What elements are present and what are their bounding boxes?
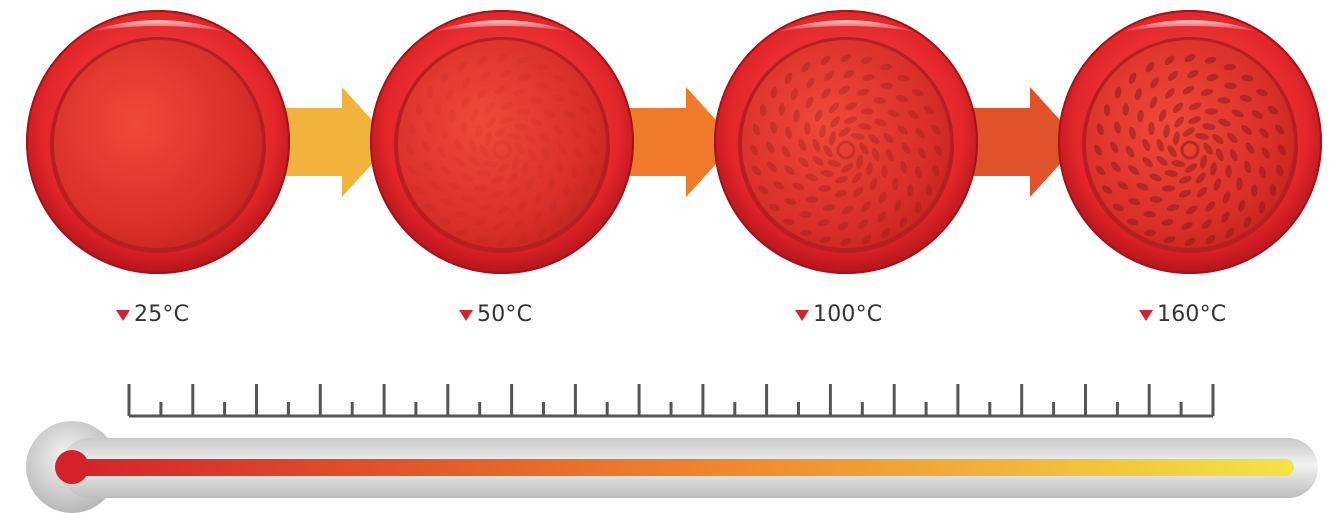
heat-indicator-pattern	[405, 53, 599, 247]
pan-surface	[398, 40, 606, 248]
temp-marker-icon	[116, 309, 130, 321]
temp-label-100: 100°C	[795, 296, 882, 332]
temp-marker-icon	[1139, 309, 1153, 321]
pan-surface	[54, 40, 262, 248]
arrow-icon	[966, 87, 1080, 197]
thermometer-bulb	[55, 450, 89, 484]
temp-label-160: 160°C	[1139, 296, 1226, 332]
temperature-value: 100°C	[813, 301, 883, 327]
arrow-icon	[278, 87, 392, 197]
pan-shine	[88, 20, 228, 32]
pan-outline	[26, 10, 290, 274]
pan-surface	[742, 40, 950, 248]
pan-shine	[1120, 20, 1260, 32]
temp-marker-icon	[459, 309, 473, 321]
temp-marker-icon	[795, 309, 809, 321]
temperature-ruler	[127, 384, 1215, 418]
pan	[1058, 10, 1322, 274]
pan	[26, 10, 290, 274]
pan	[714, 10, 978, 274]
heat-indicator-pattern	[749, 53, 943, 247]
pan	[370, 10, 634, 274]
temperature-value: 25°C	[134, 301, 190, 327]
thermometer	[26, 421, 1318, 513]
temperature-value: 160°C	[1157, 301, 1227, 327]
temp-label-25: 25°C	[116, 296, 189, 332]
pan-surface	[1086, 40, 1294, 248]
temp-label-50: 50°C	[459, 296, 532, 332]
pan-outline	[1058, 10, 1322, 274]
temperature-value: 50°C	[477, 301, 533, 327]
pan-shine	[432, 20, 572, 32]
thermometer-liquid	[66, 459, 1294, 476]
pan-shine	[776, 20, 916, 32]
pan-outline	[714, 10, 978, 274]
arrow-icon	[622, 87, 736, 197]
progression-arrows	[278, 87, 1080, 197]
heat-indicator-pattern	[1093, 53, 1287, 247]
pan-stages	[26, 10, 1322, 274]
pan-outline	[370, 10, 634, 274]
